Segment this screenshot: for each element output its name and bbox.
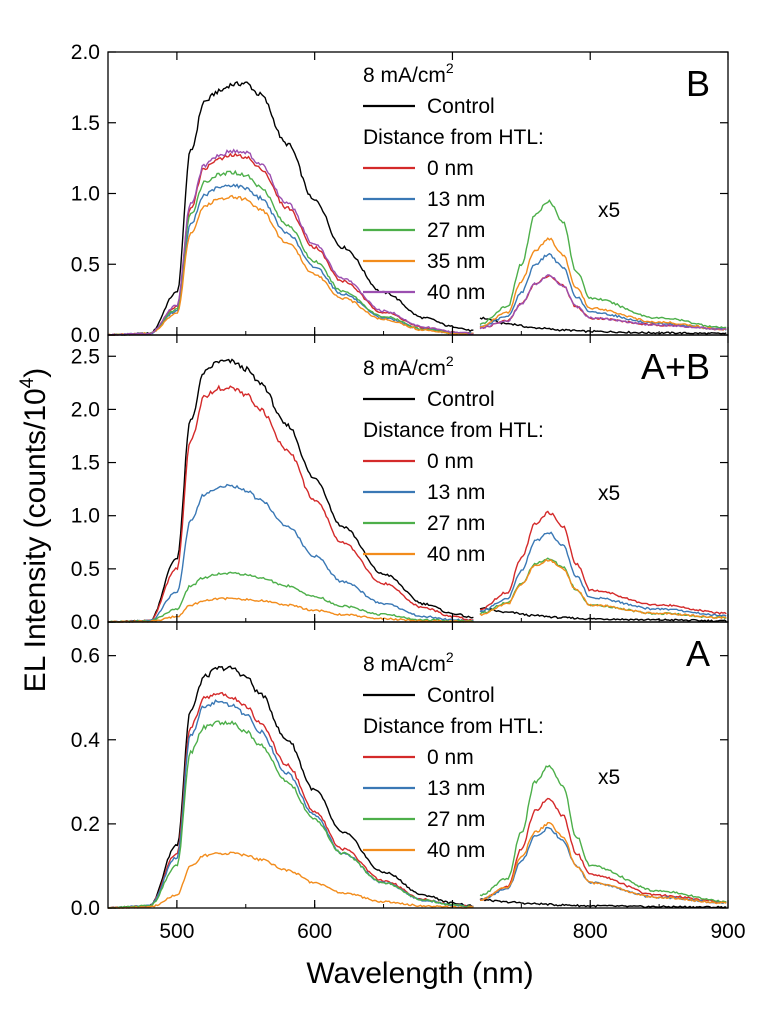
series-27-nm-trace bbox=[479, 764, 727, 903]
series-13-nm-trace bbox=[479, 531, 727, 617]
y-tick-label: 0.5 bbox=[71, 253, 100, 276]
legend-label-0-nm: 0 nm bbox=[427, 450, 474, 473]
legend-header-sup: 2 bbox=[446, 60, 454, 76]
series-40-nm-trace bbox=[108, 148, 474, 336]
legend-subheader: Distance from HTL: bbox=[363, 126, 544, 149]
legend-label-35-nm: 35 nm bbox=[427, 250, 485, 273]
legend-label-0-nm: 0 nm bbox=[427, 746, 474, 769]
legend-header-main: 8 mA/cm bbox=[363, 357, 446, 380]
series-27-nm-trace bbox=[107, 571, 474, 623]
y-tick-label: 0.5 bbox=[71, 558, 100, 581]
y-axis-title-tail: ) bbox=[19, 368, 52, 378]
x-tick-label: 900 bbox=[710, 920, 745, 943]
x-axis-title: Wavelength (nm) bbox=[306, 957, 533, 990]
y-tick-label: 2.5 bbox=[71, 345, 100, 368]
series-control-trace bbox=[108, 358, 474, 623]
panel-label: B bbox=[686, 63, 710, 104]
y-axis-title-main: EL Intensity (counts/10 bbox=[19, 388, 52, 692]
panel-label: A+B bbox=[641, 346, 710, 387]
y-tick-label: 2.0 bbox=[71, 41, 100, 64]
legend: 8 mA/cm2 Control Distance from HTL: 0 nm 13 … bbox=[363, 649, 544, 862]
legend-header-sup: 2 bbox=[446, 649, 454, 665]
multiplier-label: x5 bbox=[598, 199, 620, 222]
legend-label-40-nm: 40 nm bbox=[427, 839, 485, 862]
panel-label: A bbox=[686, 633, 710, 674]
legend-label-13-nm: 13 nm bbox=[427, 777, 485, 800]
y-tick-label: 0.4 bbox=[71, 729, 101, 752]
y-tick-label: 0.2 bbox=[71, 813, 100, 836]
legend: 8 mA/cm2 Control Distance from HTL: 0 nm 13 … bbox=[363, 60, 544, 304]
series-35-nm-trace bbox=[479, 237, 727, 331]
series-35-nm-trace bbox=[107, 194, 474, 336]
y-tick-label: 1.0 bbox=[71, 183, 100, 206]
legend-label-0-nm: 0 nm bbox=[427, 157, 474, 180]
legend-label-control: Control bbox=[427, 95, 495, 118]
legend-label-13-nm: 13 nm bbox=[427, 481, 485, 504]
legend-label-27-nm: 27 nm bbox=[427, 512, 485, 535]
series-control-trace bbox=[479, 316, 727, 336]
y-tick-label: 0.0 bbox=[71, 324, 100, 347]
series-0-nm-trace bbox=[479, 797, 727, 903]
series-0-nm-trace bbox=[479, 510, 727, 615]
series-control-trace bbox=[479, 898, 727, 909]
plot-frame bbox=[107, 621, 729, 909]
series-0-nm-trace bbox=[107, 384, 474, 623]
legend-header: 8 mA/cm2 bbox=[363, 649, 454, 676]
y-tick-label: 1.5 bbox=[71, 112, 100, 135]
legend-header-sup: 2 bbox=[446, 353, 454, 369]
series-control-trace bbox=[479, 606, 727, 623]
series-control-trace bbox=[108, 665, 474, 909]
series-27-nm-trace bbox=[479, 199, 727, 329]
y-axis-title-sup: 4 bbox=[17, 377, 38, 388]
y-tick-label: 2.0 bbox=[71, 398, 100, 421]
legend-header: 8 mA/cm2 bbox=[363, 60, 454, 87]
panel-a: 0.0 0.2 0.4 0.6 500 600 700 800 900 Ax5 8 mA/cm2 Co… bbox=[71, 621, 746, 943]
legend-subheader: Distance from HTL: bbox=[363, 419, 544, 442]
legend-label-27-nm: 27 nm bbox=[427, 219, 485, 242]
y-axis-title: EL Intensity (counts/104) bbox=[17, 368, 52, 693]
y-tick-label: 1.5 bbox=[71, 452, 100, 475]
x-tick-label: 700 bbox=[435, 920, 470, 943]
y-tick-label: 0.6 bbox=[71, 645, 100, 668]
series-27-nm-trace bbox=[107, 720, 474, 909]
series-13-nm-trace bbox=[479, 252, 727, 331]
legend-header-main: 8 mA/cm bbox=[363, 64, 446, 87]
legend-label-40-nm: 40 nm bbox=[427, 543, 485, 566]
legend-label-13-nm: 13 nm bbox=[427, 188, 485, 211]
series-13-nm-trace bbox=[108, 483, 474, 623]
y-tick-label: 0.0 bbox=[71, 611, 100, 634]
series-40-nm-trace bbox=[479, 822, 727, 905]
legend-header: 8 mA/cm2 bbox=[363, 353, 454, 380]
y-tick-label: 0.0 bbox=[71, 897, 100, 920]
panel-aplusb: 0.0 0.5 1.0 1.5 2.0 2.5 A+B x5 8 mA/cm2 Control Di… bbox=[71, 334, 729, 634]
series-40-nm-trace bbox=[107, 596, 474, 623]
x-tick-label: 800 bbox=[573, 920, 608, 943]
legend-label-27-nm: 27 nm bbox=[427, 808, 485, 831]
y-tick-label: 1.0 bbox=[71, 505, 100, 528]
legend-header-main: 8 mA/cm bbox=[363, 653, 446, 676]
legend-subheader: Distance from HTL: bbox=[363, 715, 544, 738]
legend-label-control: Control bbox=[427, 388, 495, 411]
series-40-nm-trace bbox=[108, 851, 474, 909]
series-40-nm-trace bbox=[479, 274, 727, 331]
multiplier-label: x5 bbox=[598, 482, 620, 505]
series-27-nm-trace bbox=[108, 169, 474, 336]
panel-b: 0.0 0.5 1.0 1.5 2.0 Bx5 8 mA/cm2 Control Distanc… bbox=[71, 41, 729, 347]
x-tick-label: 500 bbox=[159, 920, 194, 943]
series-control-trace bbox=[107, 80, 474, 336]
series-40-nm-trace bbox=[479, 558, 727, 620]
legend-label-40-nm: 40 nm bbox=[427, 281, 485, 304]
multiplier-label: x5 bbox=[598, 766, 620, 789]
series-0-nm-trace bbox=[108, 691, 474, 909]
plot-frame bbox=[107, 51, 729, 336]
x-tick-label: 600 bbox=[297, 920, 332, 943]
legend-label-control: Control bbox=[427, 684, 495, 707]
legend: 8 mA/cm2 Control Distance from HTL: 0 nm 13 … bbox=[363, 353, 544, 566]
